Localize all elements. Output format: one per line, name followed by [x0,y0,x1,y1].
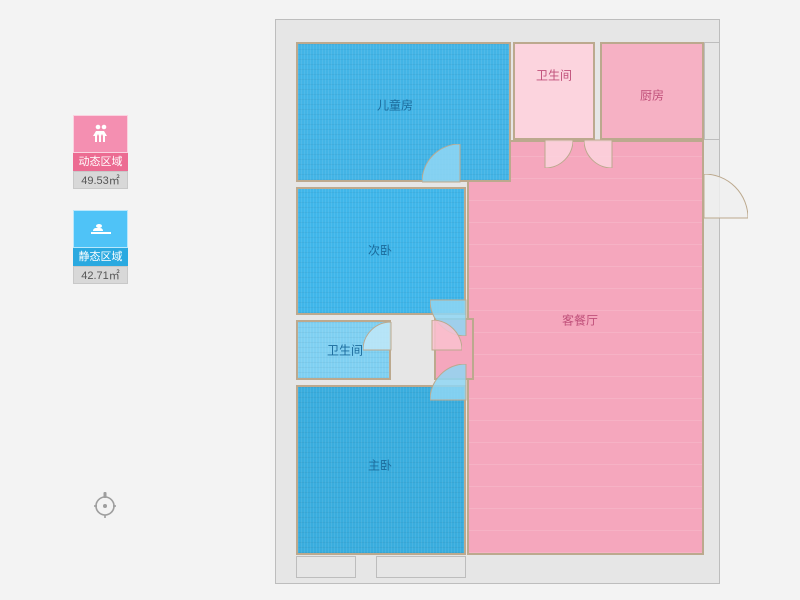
exterior-notch-0 [296,556,356,578]
room-bath_b-label: 卫生间 [327,342,363,359]
door-arc-6 [584,112,640,168]
compass-icon [91,490,119,518]
exterior-notch-1 [376,556,466,578]
legend-static-label: 静态区域 [73,248,128,266]
room-master-label: 主卧 [368,457,392,474]
door-arc-3 [430,364,502,436]
exterior-notch-2 [704,42,720,140]
legend-static-value: 42.71㎡ [73,266,128,284]
legend-dynamic: 动态区域49.53㎡ [73,115,128,189]
room-living-label: 客餐厅 [562,312,598,329]
legend-static-icon [73,210,128,248]
door-arc-4 [363,322,419,378]
legend-static: 静态区域42.71㎡ [73,210,128,284]
door-arc-7 [660,174,748,262]
floorplan-canvas: 动态区域49.53㎡静态区域42.71㎡客餐厅厨房卫生间儿童房次卧卫生间主卧 [0,0,800,600]
room-kitchen-label: 厨房 [640,87,664,104]
room-bath_p-label: 卫生间 [536,67,572,84]
legend-dynamic-label: 动态区域 [73,153,128,171]
legend-dynamic-value: 49.53㎡ [73,171,128,189]
legend-dynamic-icon [73,115,128,153]
door-arc-0 [422,144,498,220]
room-secondary-label: 次卧 [368,242,392,259]
door-arc-5 [517,112,573,168]
room-kids-label: 儿童房 [377,97,413,114]
